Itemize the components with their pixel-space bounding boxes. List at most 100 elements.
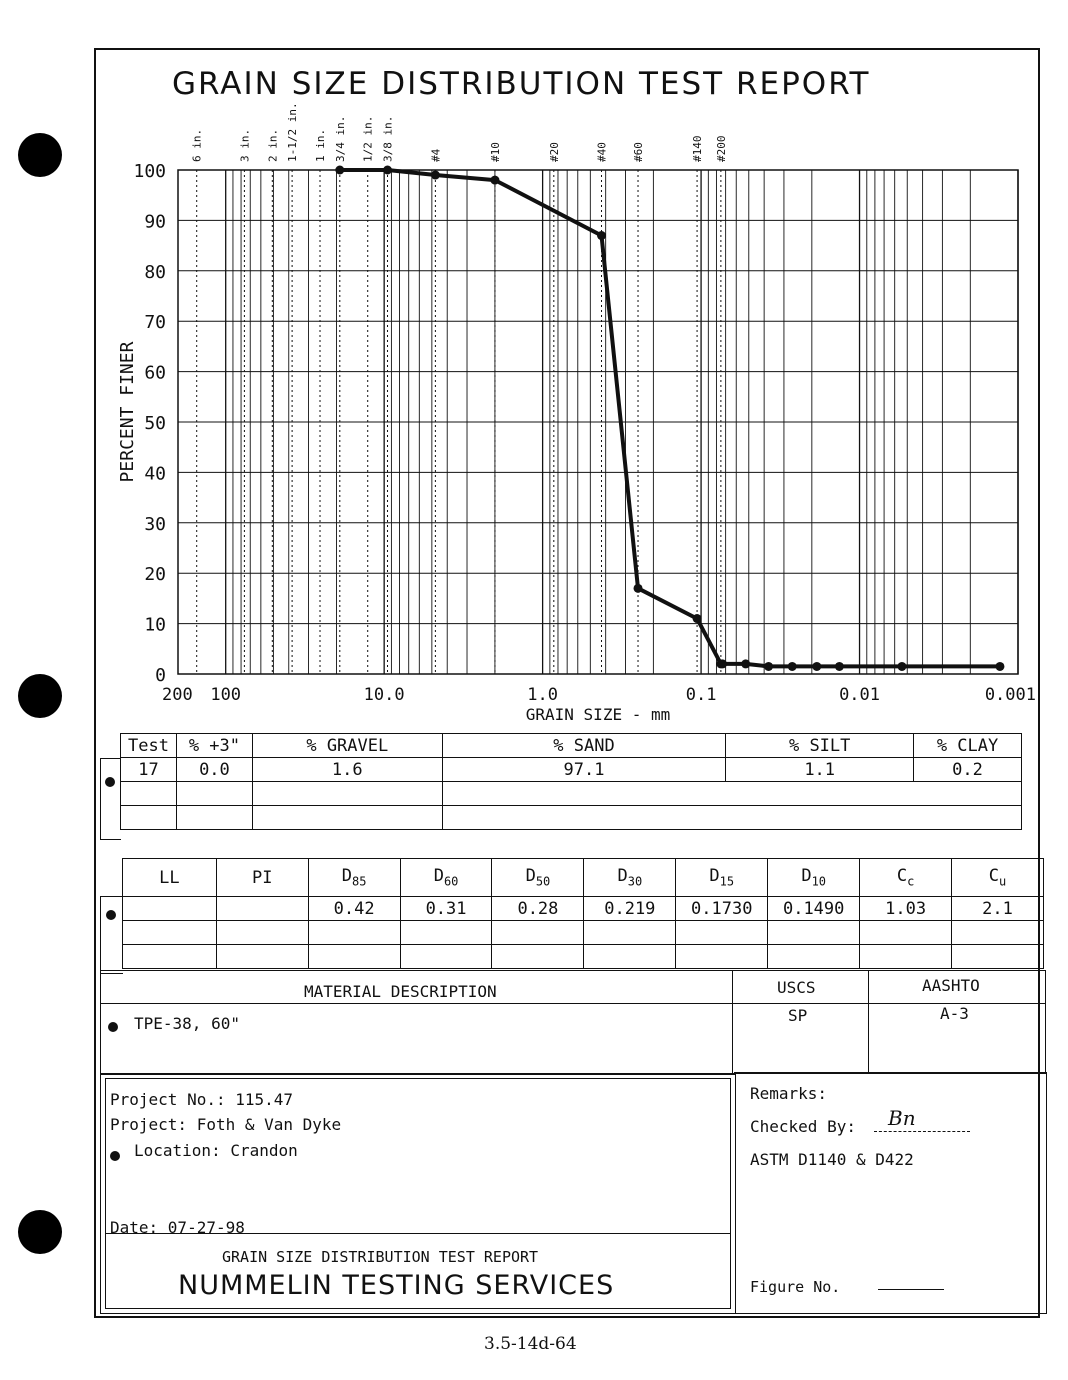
sieve-label: #20: [548, 142, 561, 162]
x-tick-label: 0.001: [985, 685, 1036, 705]
sieve-label: #40: [596, 142, 609, 162]
material-divider: [100, 1003, 1046, 1004]
parameters-table: LL PI D85 D60 D50 D30 D15 D10 Cc Cu 0.42…: [122, 858, 1044, 969]
data-point: [383, 165, 393, 175]
x-axis-label: GRAIN SIZE - mm: [526, 705, 671, 724]
data-point: [597, 231, 607, 241]
data-point: [764, 661, 774, 671]
remarks-label: Remarks:: [750, 1084, 828, 1103]
y-tick-label: 70: [144, 312, 166, 333]
y-tick-label: 60: [144, 363, 166, 384]
y-tick-label: 80: [144, 262, 166, 283]
project-name: Project: Foth & Van Dyke: [110, 1115, 342, 1134]
y-tick-label: 10: [144, 615, 166, 636]
cell-cc: 1.03: [859, 896, 953, 921]
material-marker-icon: [108, 1017, 118, 1036]
cell-cu: 2.1: [951, 896, 1044, 921]
sieve-label: 6 in.: [191, 129, 204, 162]
material-description: TPE-38, 60": [134, 1014, 240, 1033]
sieve-label: #60: [632, 142, 645, 162]
cell-gravel: 1.6: [251, 757, 443, 782]
series-marker-icon: [105, 772, 115, 791]
cell-d10: 0.1490: [767, 896, 861, 921]
sieve-label: 3 in.: [238, 129, 251, 162]
y-tick-label: 90: [144, 211, 166, 232]
data-point: [633, 583, 643, 593]
gradation-table: Test % +3" % GRAVEL % SAND % SILT % CLAY…: [120, 733, 1023, 830]
plot-border: [177, 169, 1019, 675]
location-marker-icon: [110, 1146, 120, 1165]
gradation-marker-column: [100, 758, 121, 840]
x-tick-label: 1.0: [527, 685, 558, 705]
sieve-label: 3/8 in.: [382, 116, 395, 162]
data-point: [834, 661, 844, 671]
header-silt: % SILT: [725, 733, 915, 758]
binder-hole-top: [18, 133, 62, 177]
header-ll: LL: [122, 858, 217, 897]
data-point: [718, 659, 728, 669]
y-tick-label: 30: [144, 514, 166, 535]
data-point: [897, 661, 907, 671]
cell-d30: 0.219: [583, 896, 677, 921]
report-title: GRAIN SIZE DISTRIBUTION TEST REPORT: [172, 66, 871, 102]
astm-standard: ASTM D1140 & D422: [750, 1150, 914, 1169]
header-clay: % CLAY: [913, 733, 1022, 758]
report-date: Date: 07-27-98: [110, 1218, 245, 1237]
data-point: [995, 661, 1005, 671]
sieve-label: #4: [429, 148, 442, 162]
project-location: Location: Crandon: [134, 1141, 298, 1160]
company-name: NUMMELIN TESTING SERVICES: [178, 1270, 615, 1301]
checker-signature: Bn: [888, 1106, 916, 1130]
footer-divider: [105, 1233, 731, 1234]
header-d30: D30: [583, 858, 677, 897]
data-point: [490, 175, 500, 185]
header-pi: PI: [215, 858, 309, 897]
binder-hole-bottom: [18, 1210, 62, 1254]
y-axis-label: PERCENT FINER: [117, 341, 138, 482]
y-tick-label: 0: [155, 665, 166, 686]
cell-plus3: 0.0: [175, 757, 253, 782]
project-outer-box: [100, 1074, 736, 1314]
data-point: [692, 614, 702, 624]
material-header: MATERIAL DESCRIPTION: [304, 982, 497, 1001]
uscs-divider: [732, 970, 733, 1074]
params-series-marker-icon: [106, 905, 116, 924]
y-tick-label: 40: [144, 463, 166, 484]
y-tick-label: 20: [144, 564, 166, 585]
sieve-label: #140: [691, 136, 704, 163]
header-cu: Cu: [951, 858, 1044, 897]
cell-d15: 0.1730: [675, 896, 769, 921]
checked-by-label: Checked By:: [750, 1117, 856, 1136]
data-point: [335, 165, 345, 175]
header-plus3: % +3": [175, 733, 253, 758]
aashto-header: AASHTO: [922, 976, 980, 995]
page-code: 3.5-14d-64: [484, 1334, 577, 1354]
uscs-header: USCS: [777, 978, 816, 997]
sieve-label: 3/4 in.: [334, 116, 347, 162]
aashto-divider: [868, 970, 869, 1074]
binder-hole-middle: [18, 674, 62, 718]
sieve-label: 1/2 in.: [362, 116, 375, 162]
sieve-label: 1 in.: [314, 129, 327, 162]
y-tick-label: 100: [133, 161, 166, 182]
data-point: [430, 170, 440, 180]
params-marker-column: [100, 896, 123, 974]
cell-sand: 97.1: [441, 757, 727, 782]
sieve-label: #10: [489, 142, 502, 162]
grain-size-chart: 0 10 20 30 40 50 60 70 80 90 100 6 in. 3 in. 2 in. 1-1…: [117, 102, 1036, 724]
cell-clay: 0.2: [913, 757, 1022, 782]
header-d85: D85: [307, 858, 401, 897]
figure-no-label: Figure No.: [750, 1278, 841, 1296]
cell-ll: [122, 896, 217, 921]
gradation-curve: [339, 168, 1000, 669]
aashto-value: A-3: [940, 1004, 969, 1023]
header-d10: D10: [767, 858, 861, 897]
footer-title: GRAIN SIZE DISTRIBUTION TEST REPORT: [222, 1248, 539, 1266]
remarks-box: [734, 1072, 1047, 1314]
cell-d50: 0.28: [491, 896, 585, 921]
header-d60: D60: [399, 858, 493, 897]
sieve-label: 1-1/2 in.: [286, 102, 299, 162]
header-d50: D50: [491, 858, 585, 897]
x-tick-label: 200: [162, 685, 193, 705]
x-tick-label: 10.0: [364, 685, 405, 705]
